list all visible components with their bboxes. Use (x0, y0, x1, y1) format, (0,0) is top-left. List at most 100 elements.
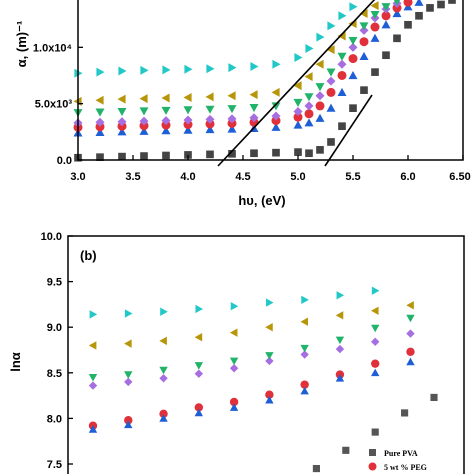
panel-b-series-3 (88, 329, 415, 390)
panel-a-point (305, 149, 313, 158)
panel-a-point (184, 64, 193, 74)
panel-a-point (250, 61, 259, 71)
panel-b-point (229, 397, 239, 407)
panel-b-legend: Pure PVA 5 wt % PEG (368, 449, 427, 472)
panel-a-y-axis-title: α, (m)⁻¹ (14, 21, 29, 68)
panel-a-point (271, 111, 281, 121)
panel-b-point (229, 403, 239, 411)
panel-a-point (359, 22, 369, 31)
panel-a-plot-frame (77, 0, 464, 161)
panel-a-point (117, 94, 126, 104)
panel-a-point (403, 0, 413, 7)
panel-a-point (205, 114, 215, 124)
panel-b-point (194, 403, 204, 412)
panel-a-point (183, 125, 193, 134)
panel-a-point (206, 64, 215, 74)
panel-b-point (265, 323, 273, 332)
panel-a-point (316, 32, 325, 42)
panel-a-point (404, 20, 412, 29)
panel-a-point (448, 0, 456, 4)
panel-a-point (316, 146, 324, 154)
panel-b-point (195, 304, 204, 314)
panel-b-point (300, 380, 309, 389)
panel-a-point (250, 149, 258, 158)
panel-a-point (315, 113, 325, 122)
panel-a-point (183, 120, 193, 130)
panel-a-point (95, 117, 105, 127)
band-gap-fit-line-2 (324, 94, 373, 167)
panel-a-point (271, 102, 281, 111)
panel-a-point (315, 101, 325, 111)
panel-b-y-tick-label: 8.5 (47, 368, 62, 380)
panel-a-x-tick-label: 3.0 (70, 171, 85, 183)
panel-a-x-tick-label: 6.50 (449, 171, 470, 183)
panel-b-point (371, 428, 379, 436)
panel-a-point (293, 120, 303, 129)
panel-b-point (88, 374, 98, 382)
panel-b-y-tick-label: 7.5 (47, 459, 62, 471)
panel-b-point (406, 329, 415, 338)
panel-b-series-0 (312, 393, 438, 473)
panel-a-point (360, 86, 368, 94)
panel-a-point (117, 107, 127, 117)
panel-b-point (124, 377, 133, 387)
panel-a-point (381, 11, 391, 21)
panel-a-point (327, 21, 336, 31)
panel-a-point (337, 59, 347, 69)
panel-a-point (139, 126, 149, 135)
panel-b-point (124, 309, 133, 318)
panel-a-point (326, 45, 335, 55)
panel-a-point (392, 3, 402, 13)
panel-a-point (327, 138, 335, 146)
panel-a-point (95, 127, 105, 136)
panel-a-point (140, 152, 148, 160)
panel-a-point (95, 95, 104, 105)
panel-a-point (139, 107, 149, 116)
panel-a-point (348, 42, 358, 52)
panel-b-plot-frame (67, 235, 465, 474)
panel-a-point (304, 72, 313, 82)
panel-a-series-layer (73, 0, 456, 162)
panel-b-point (124, 371, 133, 379)
panel-a-point (337, 52, 347, 61)
panel-a-x-tick-label: 6.0 (400, 171, 415, 183)
panel-b-point (430, 393, 438, 401)
panel-a-point (139, 116, 149, 126)
panel-a-point (272, 59, 281, 69)
panel-b-point (406, 347, 415, 357)
panel-b-point (300, 344, 309, 353)
panel-a-point (315, 83, 325, 92)
panel-a-point (338, 11, 347, 21)
panel-a-y-tick-label: 1.0x10⁴ (33, 42, 72, 54)
panel-b-point (88, 425, 98, 433)
panel-b-point (229, 328, 238, 337)
panel-a-series-6 (74, 2, 358, 78)
panel-b-point (406, 357, 415, 366)
legend-marker-pure-pva (369, 449, 376, 456)
panel-a-point (304, 118, 314, 127)
panel-a-point (118, 66, 127, 76)
panel-a-point (426, 4, 434, 12)
panel-b-point (342, 446, 350, 454)
panel-a-point (139, 121, 149, 131)
panel-b-point (88, 341, 97, 350)
panel-a-point (326, 68, 336, 77)
panel-b-point (124, 420, 133, 429)
panel-b-y-tick-label: 8.0 (47, 413, 62, 425)
panel-b-point (335, 344, 345, 354)
panel-a-y-tick-label: 5.0x10³ (35, 99, 73, 111)
panel-b-point (406, 314, 415, 323)
panel-a-point (348, 70, 358, 80)
panel-a-point (228, 63, 237, 73)
panel-a-point (227, 118, 237, 128)
panel-a-point (304, 101, 314, 111)
panel-a-point (183, 106, 193, 115)
panel-a-point (294, 148, 302, 156)
panel-a-point (359, 9, 368, 19)
panel-a-point (305, 43, 314, 53)
panel-a-point (161, 106, 171, 115)
panel-b-point (301, 295, 309, 305)
panel-b-point (229, 357, 239, 366)
panel-a-point (228, 149, 236, 158)
panel-a-point (393, 0, 401, 6)
